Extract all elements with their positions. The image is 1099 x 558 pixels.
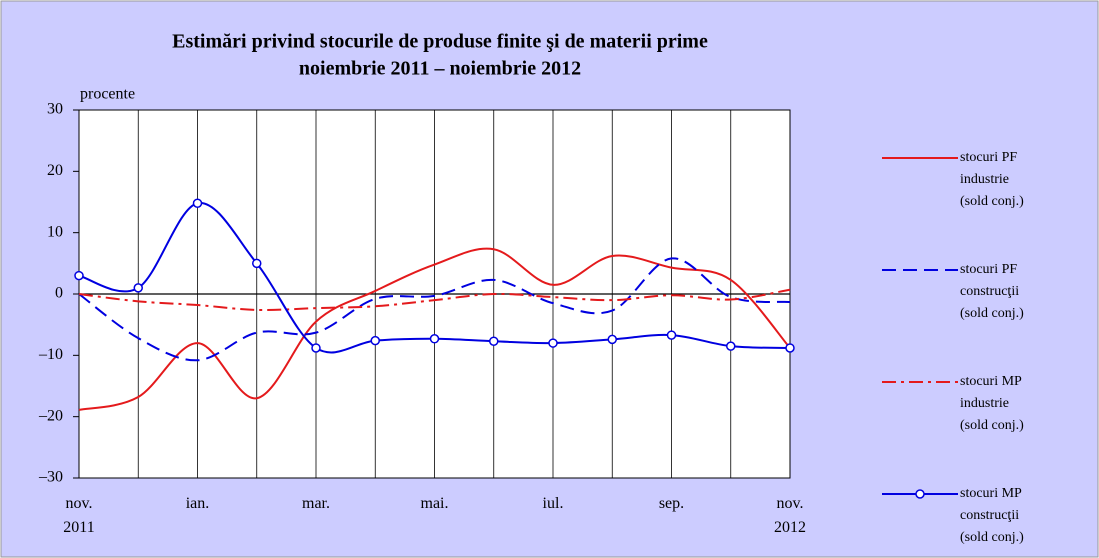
point [74, 270, 84, 281]
legend-label: stocuri MP construcţii (sold conj.) [960, 486, 1024, 545]
point [726, 341, 736, 351]
x-tick-label: mar. [302, 495, 330, 512]
point [370, 335, 380, 346]
x-tick-label: mai. [420, 495, 449, 512]
y-tick-label: –30 [38, 469, 63, 486]
series-line [78, 257, 791, 362]
point [785, 343, 795, 353]
y-tick-label: 20 [47, 162, 63, 179]
legend-label: stocuri PF industrie (sold conj.) [960, 150, 1024, 209]
y-tick-label: –20 [38, 407, 63, 424]
y-tick-label: 30 [47, 101, 63, 118]
point [252, 258, 262, 269]
chart-subtitle: noiembrie 2011 – noiembrie 2012 [299, 58, 581, 80]
chart-title: Estimări privind stocurile de produse fi… [172, 31, 708, 53]
legend-marker [915, 489, 925, 499]
y-tick-label: –10 [38, 346, 63, 363]
legend-label: stocuri PF construcţii (sold conj.) [960, 262, 1024, 321]
point [666, 330, 677, 340]
y-tick-label: 10 [47, 223, 63, 240]
x-tick-label: ian. [185, 495, 210, 512]
series-line [78, 202, 791, 354]
y-axis-label: procente [80, 86, 135, 103]
point [548, 338, 558, 348]
y-tick-label: 0 [55, 285, 63, 302]
x-tick-label: nov. 2011 [63, 495, 95, 536]
x-tick-label: iul. [542, 495, 564, 512]
legend-label: stocuri MP industrie (sold conj.) [960, 374, 1024, 433]
point [133, 283, 143, 293]
x-tick-label: nov. 2012 [774, 495, 806, 536]
point [489, 336, 499, 346]
x-tick-label: sep. [658, 495, 685, 512]
point [607, 334, 617, 345]
series-line [78, 288, 791, 312]
series-line [78, 247, 791, 411]
point [429, 334, 440, 344]
point [192, 198, 203, 208]
point [311, 343, 321, 353]
